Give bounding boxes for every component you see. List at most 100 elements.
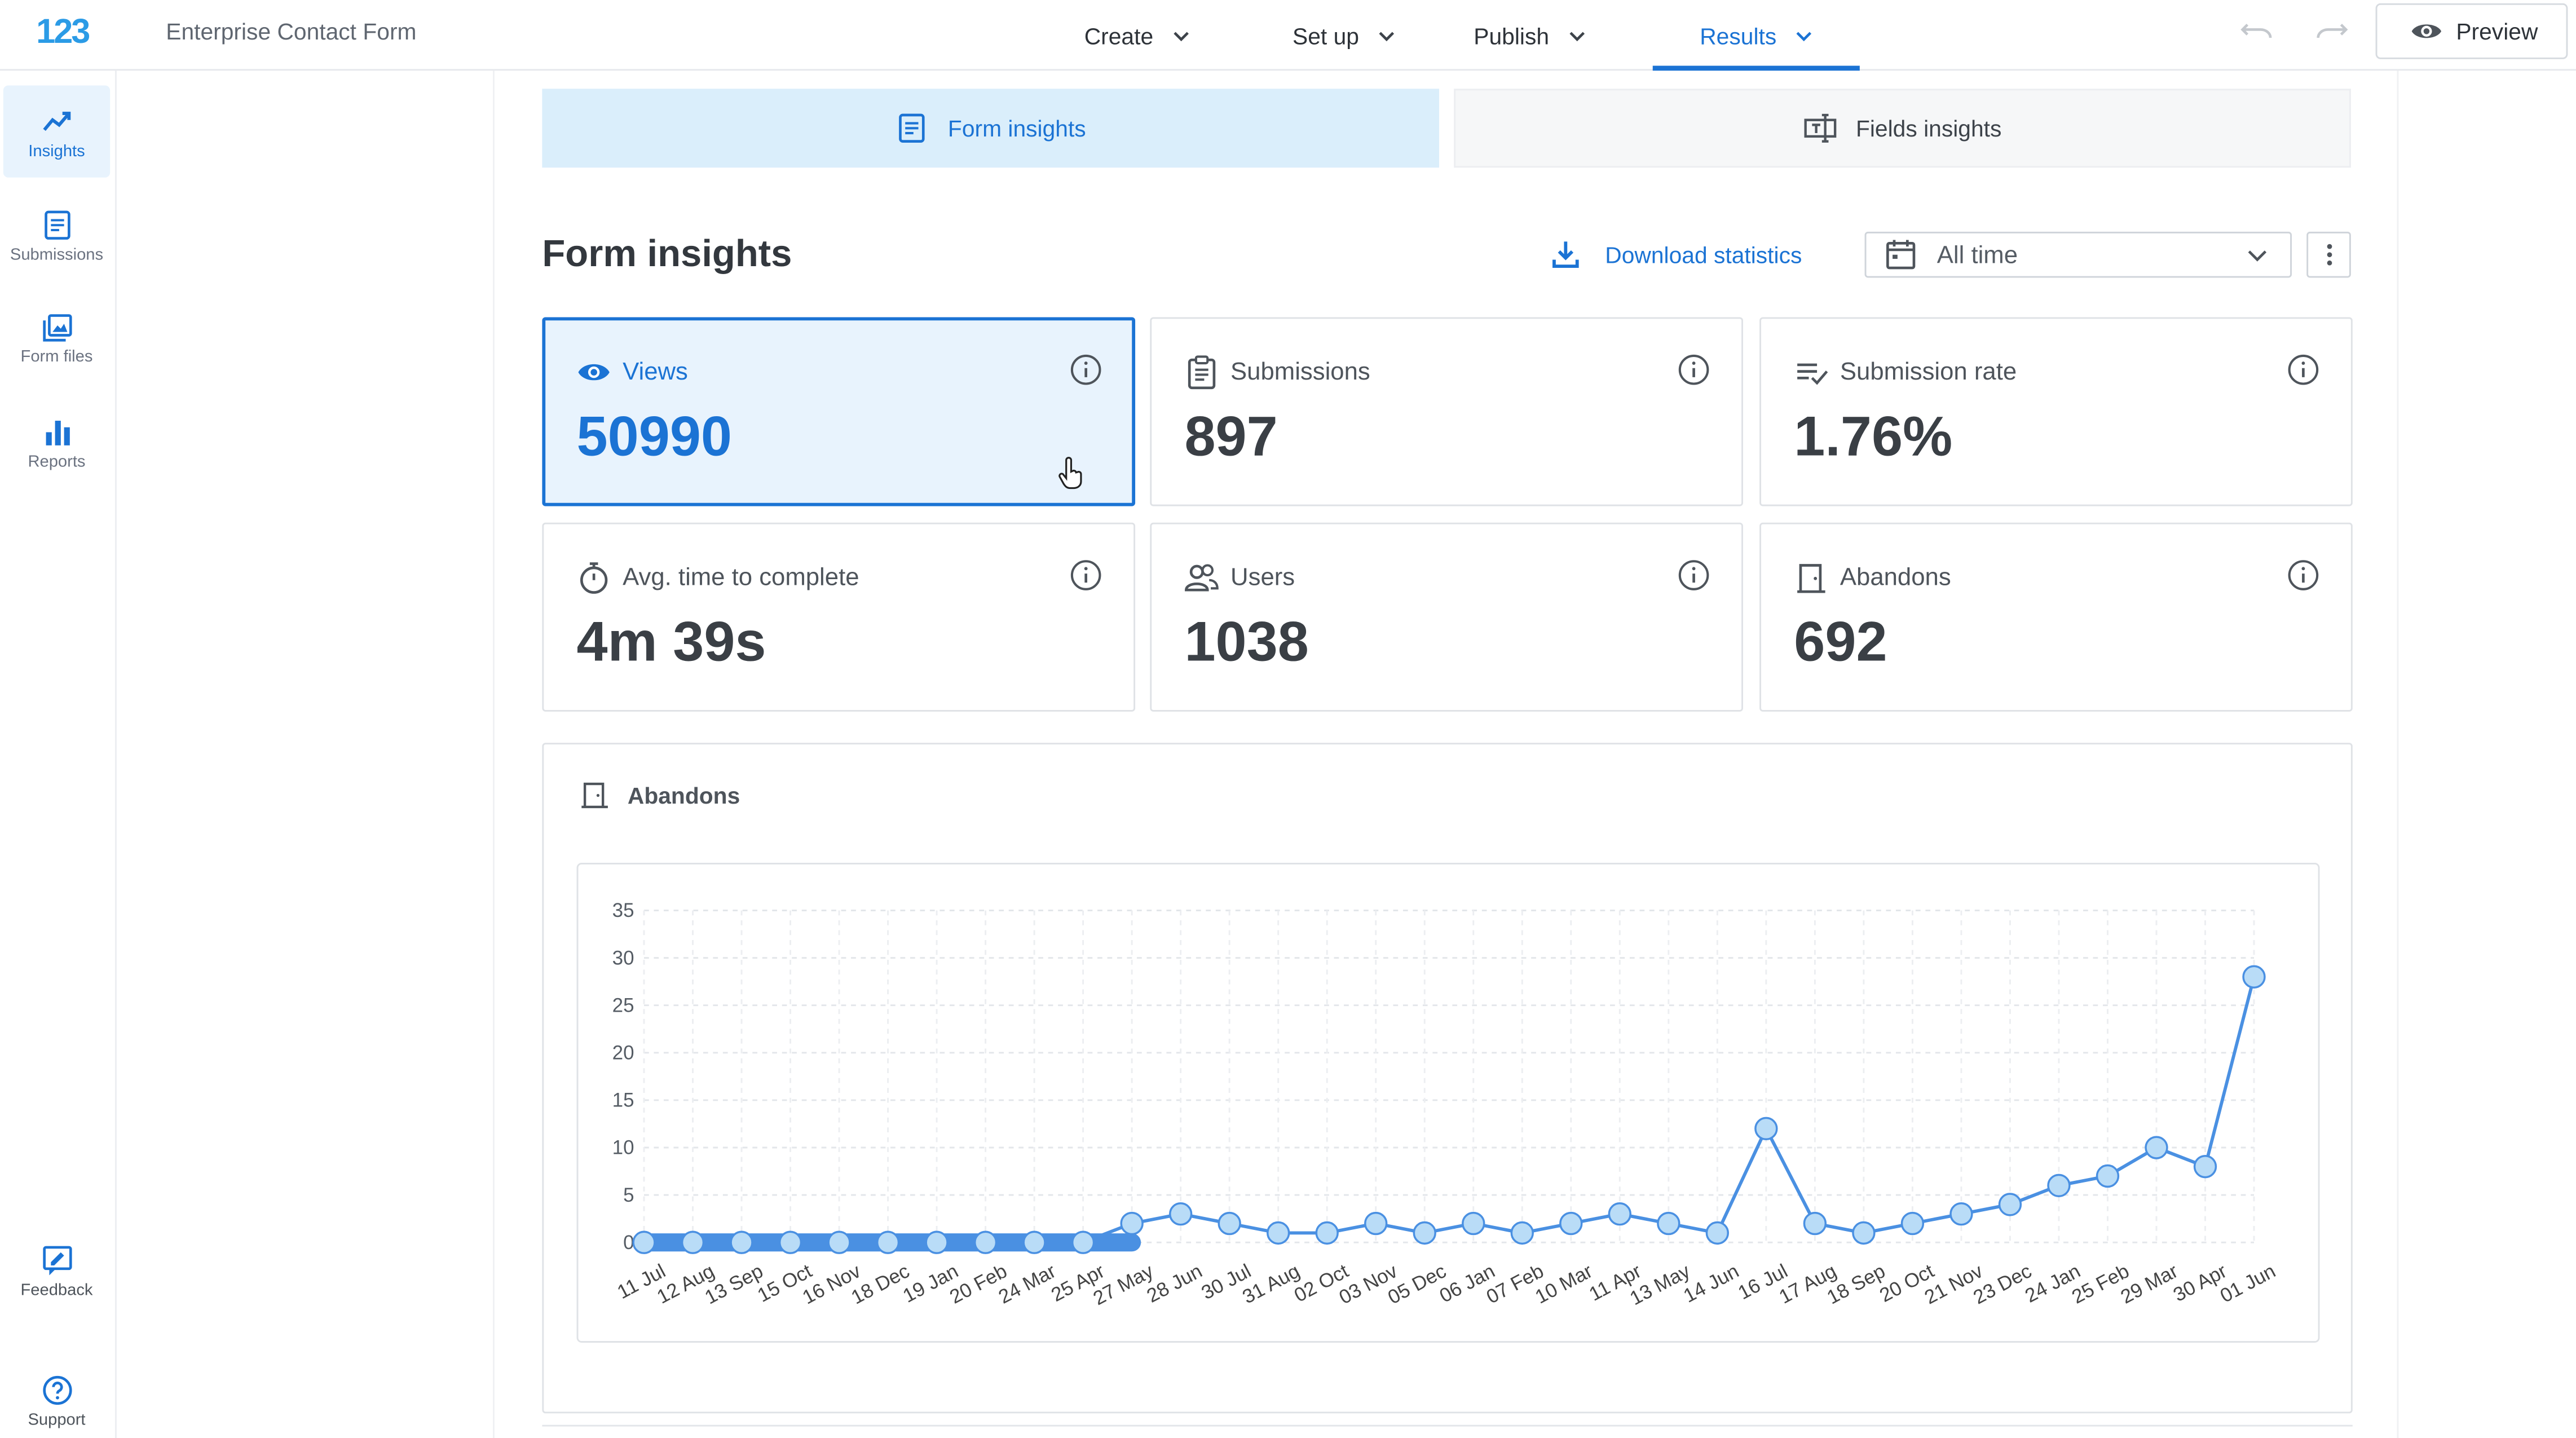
card-avg-time[interactable]: Avg. time to complete 4m 39s — [542, 522, 1136, 712]
insights-icon — [42, 112, 70, 131]
sidebar-item-label: Insights — [28, 143, 85, 161]
form-icon — [899, 113, 925, 143]
page-title: Form insights — [542, 231, 792, 275]
date-range-select[interactable]: All time — [1864, 231, 2292, 278]
sidebar-item-label: Reports — [28, 453, 86, 472]
data-point — [1462, 1211, 1485, 1236]
info-icon[interactable] — [1070, 559, 1102, 592]
data-point — [1218, 1211, 1241, 1236]
eye-icon — [578, 364, 610, 381]
info-icon[interactable] — [2287, 559, 2319, 592]
info-icon[interactable] — [1677, 559, 1710, 592]
data-point — [632, 1230, 656, 1254]
sidebar-item-submissions[interactable]: Submissions — [3, 209, 110, 275]
sidebar: Insights Submissions Form files Reports … — [0, 70, 117, 1438]
data-point — [2145, 1136, 2168, 1159]
door-icon — [1797, 564, 1825, 593]
card-abandons[interactable]: Abandons 692 — [1759, 522, 2353, 712]
nav-results-label: Results — [1700, 22, 1777, 48]
redo-icon[interactable] — [2313, 16, 2349, 46]
info-icon[interactable] — [1677, 354, 1710, 386]
data-point — [1022, 1230, 1046, 1254]
x-tick-label: 24 Mar — [995, 1260, 1060, 1308]
right-gutter — [2397, 70, 2576, 1438]
data-point — [1120, 1211, 1144, 1236]
y-tick-label: 35 — [612, 899, 634, 921]
y-tick-label: 30 — [612, 947, 634, 969]
main-nav: Create Set up Publish Results — [1051, 0, 1860, 71]
undo-icon[interactable] — [2239, 16, 2275, 46]
chart-title: Abandons — [580, 780, 740, 810]
nav-results[interactable]: Results — [1652, 0, 1860, 71]
card-value: 50990 — [576, 405, 732, 469]
data-point — [1803, 1211, 1827, 1236]
chevron-down-icon — [1797, 31, 1812, 41]
y-tick-label: 0 — [623, 1232, 634, 1254]
data-point — [1413, 1221, 1436, 1245]
sidebar-item-support[interactable]: Support — [3, 1374, 110, 1438]
form-files-icon — [42, 314, 72, 342]
tab-fields-insights[interactable]: Fields insights — [1454, 89, 2351, 168]
preview-button[interactable]: Preview — [2375, 3, 2568, 59]
users-icon — [1185, 564, 1219, 592]
stopwatch-icon — [580, 562, 608, 594]
kebab-menu-icon — [2326, 244, 2331, 266]
card-users[interactable]: Users 1038 — [1150, 522, 1743, 712]
card-value: 1.76% — [1794, 405, 1953, 469]
card-value: 897 — [1184, 405, 1278, 469]
chevron-down-icon — [1569, 31, 1585, 41]
app-logo[interactable]: 123 — [36, 15, 112, 47]
card-views[interactable]: Views 50990 — [542, 317, 1136, 506]
card-submission-rate[interactable]: Submission rate 1.76% — [1759, 317, 2353, 506]
card-value: 1038 — [1184, 611, 1309, 674]
nav-publish-label: Publish — [1474, 22, 1550, 48]
data-point — [1754, 1117, 1778, 1141]
nav-create[interactable]: Create — [1051, 0, 1222, 70]
card-label-text: Submissions — [1230, 358, 1370, 386]
card-label-text: Avg. time to complete — [623, 563, 859, 592]
nav-create-label: Create — [1084, 22, 1154, 48]
clipboard-icon — [1188, 355, 1216, 390]
chevron-down-icon — [2248, 250, 2267, 262]
x-tick-label: 14 Jun — [1680, 1260, 1743, 1307]
card-submissions[interactable]: Submissions 897 — [1150, 317, 1743, 506]
data-point — [2193, 1154, 2217, 1179]
sidebar-item-label: Support — [28, 1411, 86, 1430]
abandons-chart-panel: Abandons 0 5 10 15 20 25 30 35 11 Jul 12 Aug 13 Se… — [542, 743, 2353, 1414]
card-label-text: Users — [1230, 563, 1295, 592]
sidebar-item-label: Submissions — [10, 246, 104, 265]
data-point — [1071, 1230, 1095, 1254]
data-point — [1315, 1221, 1339, 1245]
data-point — [876, 1230, 900, 1254]
data-point — [1608, 1202, 1631, 1226]
data-point — [925, 1230, 949, 1254]
data-point — [973, 1230, 998, 1254]
sidebar-item-form-files[interactable]: Form files — [3, 311, 110, 377]
download-icon — [1552, 241, 1579, 268]
sidebar-item-insights[interactable]: Insights — [3, 85, 111, 178]
chevron-down-icon — [1379, 31, 1395, 41]
data-point — [1267, 1221, 1290, 1245]
info-icon[interactable] — [1070, 354, 1102, 386]
card-label-text: Views — [623, 358, 688, 386]
tab-label: Fields insights — [1855, 115, 2002, 142]
x-tick-label: 28 Jun — [1143, 1260, 1206, 1307]
more-options-button[interactable] — [2306, 231, 2351, 278]
form-title: Enterprise Contact Form — [166, 18, 417, 45]
nav-publish[interactable]: Publish — [1437, 0, 1621, 70]
next-panel-edge — [542, 1424, 2353, 1438]
x-tick-label: 10 Mar — [1532, 1260, 1596, 1308]
data-point — [1510, 1221, 1534, 1245]
sidebar-item-feedback[interactable]: Feedback — [3, 1244, 110, 1310]
sidebar-item-reports[interactable]: Reports — [3, 416, 110, 482]
data-point — [1559, 1211, 1583, 1236]
data-point — [1657, 1211, 1680, 1236]
nav-setup[interactable]: Set up — [1242, 0, 1445, 70]
tab-form-insights[interactable]: Form insights — [542, 89, 1440, 168]
preview-label: Preview — [2456, 18, 2538, 45]
sidebar-item-label: Feedback — [20, 1282, 93, 1300]
info-icon[interactable] — [2287, 354, 2319, 386]
download-statistics-link[interactable]: Download statistics — [1551, 240, 1802, 269]
